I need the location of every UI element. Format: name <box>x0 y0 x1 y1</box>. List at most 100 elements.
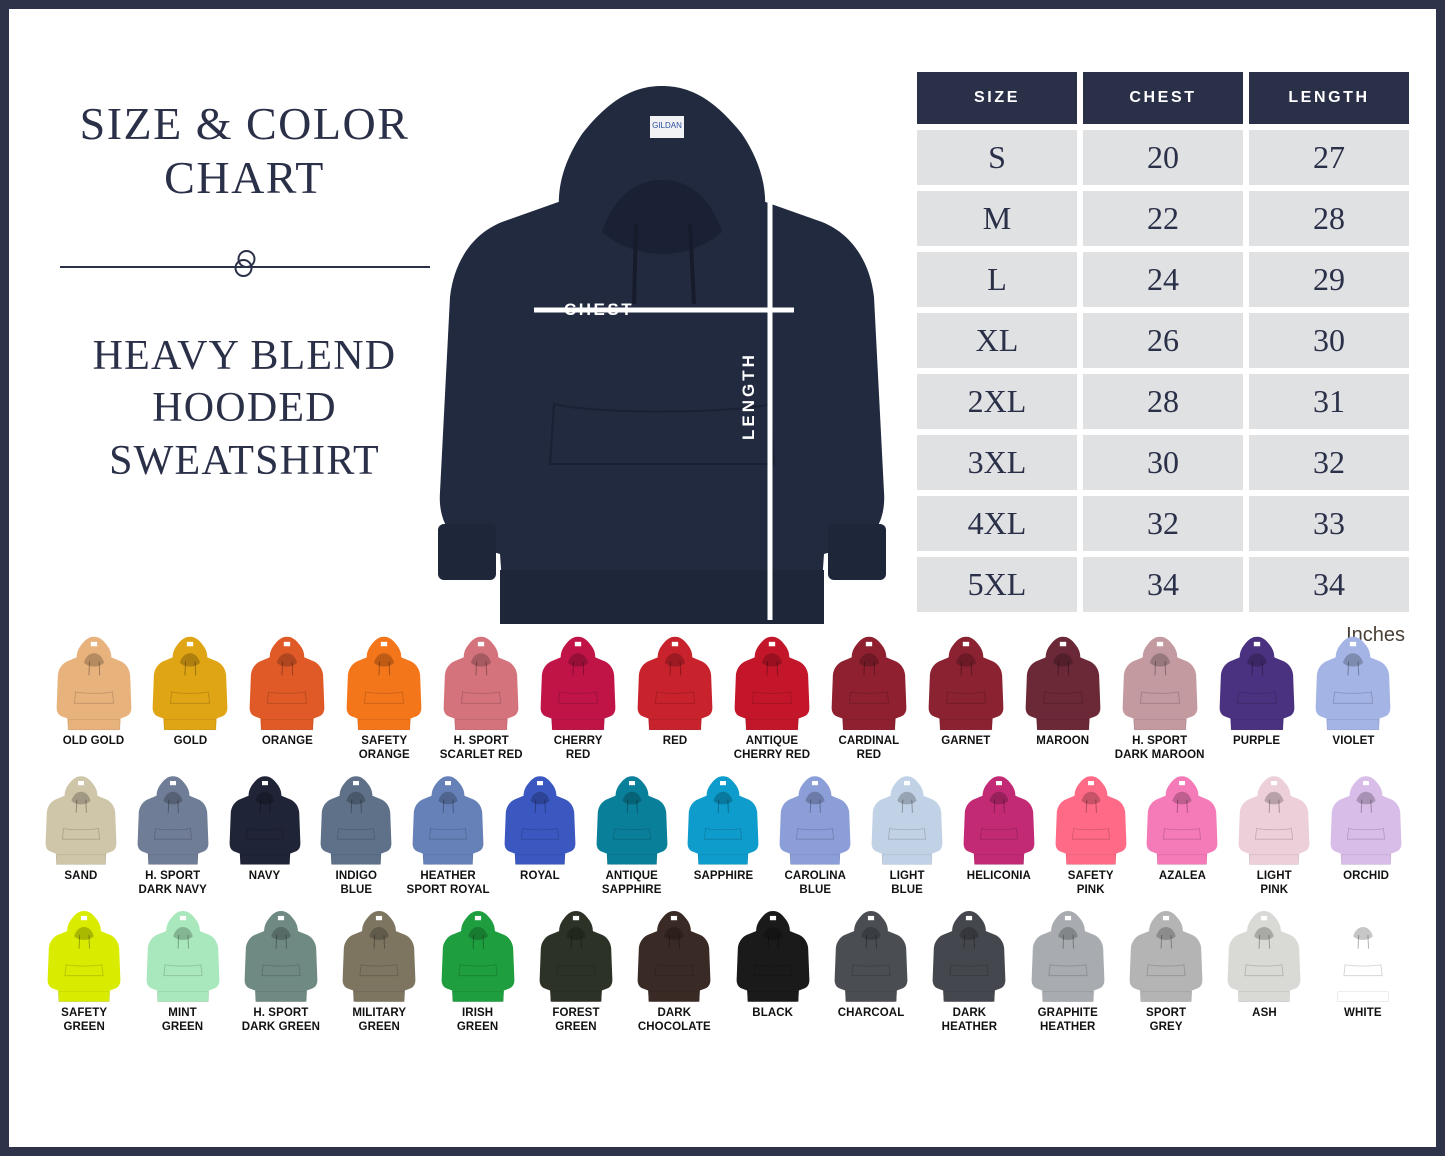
color-swatch[interactable]: RED <box>627 635 724 749</box>
table-row: 2XL 28 31 <box>917 374 1409 429</box>
brand-tag <box>1087 781 1094 786</box>
drawstring-right <box>1367 935 1369 949</box>
brand-tag <box>1359 916 1366 921</box>
hood-opening <box>858 653 880 667</box>
kangaroo-pocket <box>1146 964 1186 977</box>
brand-tag <box>768 641 776 647</box>
drawstring-right <box>679 661 682 676</box>
drawstring-right <box>970 661 973 676</box>
color-swatch[interactable]: H. SPORT SCARLET RED <box>433 635 530 762</box>
color-swatch[interactable]: H. SPORT DARK NAVY <box>127 774 219 897</box>
brand-tag <box>376 916 383 921</box>
drawstring-left <box>1250 661 1253 676</box>
drawstring-right <box>285 935 287 949</box>
drawstring-left <box>1357 935 1360 949</box>
size-cell: L <box>917 252 1077 307</box>
color-swatch[interactable]: ORCHID <box>1320 774 1412 884</box>
waistband <box>939 719 993 731</box>
color-swatch[interactable]: WHITE <box>1314 909 1412 1021</box>
kangaroo-pocket <box>557 691 599 704</box>
color-swatch[interactable]: ROYAL <box>494 774 586 884</box>
drawstring-right <box>452 799 454 813</box>
drawstring-left <box>626 799 628 813</box>
brand-tag <box>671 916 678 921</box>
color-swatch[interactable]: AZALEA <box>1137 774 1229 884</box>
waistband <box>606 854 657 865</box>
color-swatch-label: SAPPHIRE <box>693 870 754 883</box>
chest-cell: 24 <box>1083 252 1243 307</box>
color-swatch[interactable]: HELICONIA <box>953 774 1045 884</box>
drawstring-left <box>1154 661 1156 676</box>
color-swatch[interactable]: SAFETY GREEN <box>35 909 133 1034</box>
brand-tag <box>381 641 388 647</box>
hoodie-swatch-icon <box>153 636 228 731</box>
color-swatch[interactable]: H. SPORT DARK MAROON <box>1111 635 1208 762</box>
hood-opening <box>369 927 390 941</box>
color-swatch[interactable]: ORANGE <box>239 635 336 749</box>
hood-opening <box>567 653 589 667</box>
color-swatch[interactable]: SAND <box>35 774 127 884</box>
color-swatch[interactable]: DARK CHOCOLATE <box>625 909 723 1034</box>
color-swatch[interactable]: LIGHT BLUE <box>861 774 953 897</box>
kangaroo-pocket <box>429 827 468 840</box>
color-swatch[interactable]: H. SPORT DARK GREEN <box>232 909 330 1034</box>
color-swatch[interactable]: LIGHT PINK <box>1228 774 1320 897</box>
cuff-right <box>828 524 886 580</box>
drawstring-right <box>1164 661 1166 676</box>
brand-tag <box>904 781 911 786</box>
hood-opening <box>438 791 458 805</box>
color-swatch[interactable]: MAROON <box>1014 635 1111 749</box>
chart-frame: SIZE & COLOR CHART HEAVY BLEND HOODED SW… <box>7 7 1438 1149</box>
color-swatch[interactable]: FOREST GREEN <box>527 909 625 1034</box>
drawstring-left <box>1259 935 1261 949</box>
color-swatch[interactable]: ANTIQUE SAPPHIRE <box>586 774 678 897</box>
waistband <box>331 854 382 865</box>
color-swatch[interactable]: SAFETY ORANGE <box>336 635 433 762</box>
color-swatch[interactable]: OLD GOLD <box>45 635 142 749</box>
color-swatch[interactable]: VIOLET <box>1305 635 1402 749</box>
color-swatch[interactable]: GOLD <box>142 635 239 749</box>
interlocking-circles-monogram-icon <box>225 243 265 288</box>
color-swatch[interactable]: CAROLINA BLUE <box>769 774 861 897</box>
waistband <box>1036 719 1090 731</box>
brand-tag <box>536 781 543 786</box>
color-swatch[interactable]: PURPLE <box>1208 635 1305 749</box>
color-swatch[interactable]: INDIGO BLUE <box>310 774 402 897</box>
color-swatch[interactable]: CARDINAL RED <box>820 635 917 762</box>
color-swatch[interactable]: CHERRY RED <box>530 635 627 762</box>
color-swatch[interactable]: IRISH GREEN <box>428 909 526 1034</box>
color-swatch[interactable]: GRAPHITE HEATHER <box>1019 909 1117 1034</box>
waistband <box>1249 854 1300 865</box>
color-swatch-label: GRAPHITE HEATHER <box>1037 1007 1098 1033</box>
color-swatch[interactable]: SPORT GREY <box>1117 909 1215 1034</box>
color-swatch[interactable]: HEATHER SPORT ROYAL <box>402 774 494 897</box>
waistband <box>745 719 799 731</box>
color-swatch[interactable]: SAPPHIRE <box>678 774 770 884</box>
hoodie-swatch-icon <box>47 911 121 1003</box>
hoodie-swatch-icon <box>1219 636 1294 731</box>
color-swatch[interactable]: BLACK <box>724 909 822 1021</box>
color-swatch[interactable]: GARNET <box>917 635 1014 749</box>
color-swatch[interactable]: CHARCOAL <box>822 909 920 1021</box>
drawstring-right <box>1261 661 1263 676</box>
brand-tag <box>1163 916 1170 921</box>
color-swatch[interactable]: MILITARY GREEN <box>330 909 428 1034</box>
cuff-left <box>438 524 496 580</box>
color-swatch[interactable]: DARK HEATHER <box>920 909 1018 1034</box>
color-swatch[interactable]: NAVY <box>219 774 311 884</box>
waistband <box>1042 991 1094 1003</box>
drawstring-left <box>442 799 445 813</box>
drawstring-right <box>177 799 179 813</box>
color-swatch[interactable]: ANTIQUE CHERRY RED <box>724 635 821 762</box>
color-swatch[interactable]: ASH <box>1215 909 1313 1021</box>
color-swatch[interactable]: MINT GREEN <box>133 909 231 1034</box>
length-cell: 33 <box>1249 496 1409 551</box>
hoodie-swatch-icon <box>412 776 484 865</box>
color-swatch-label: H. SPORT DARK MAROON <box>1114 735 1205 761</box>
brand-tag <box>1363 781 1370 786</box>
kangaroo-pocket <box>1244 964 1285 977</box>
color-swatch[interactable]: SAFETY PINK <box>1045 774 1137 897</box>
kangaroo-pocket <box>753 964 793 977</box>
table-row: 4XL 32 33 <box>917 496 1409 551</box>
hoodie-swatch-icon <box>441 911 514 1003</box>
